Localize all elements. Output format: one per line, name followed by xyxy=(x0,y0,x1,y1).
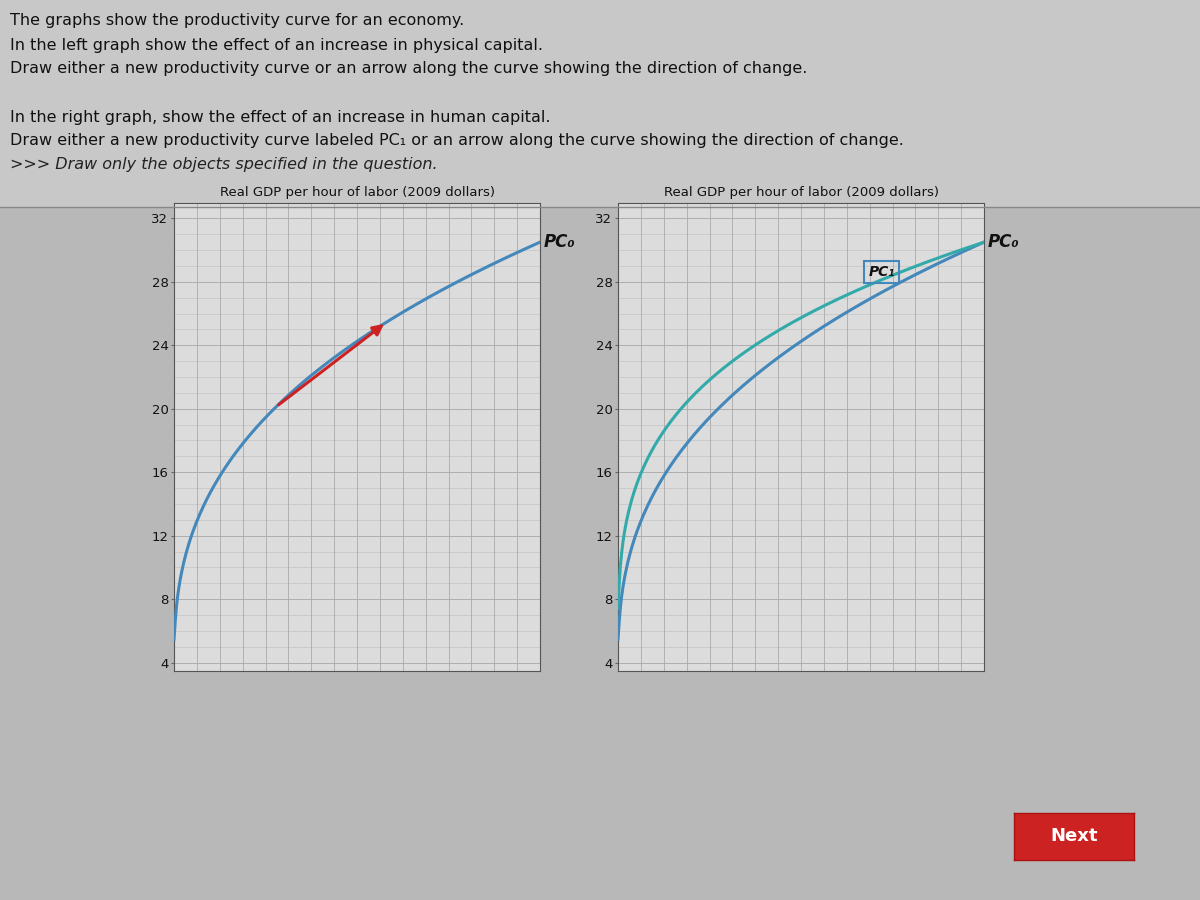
Title: Real GDP per hour of labor (2009 dollars): Real GDP per hour of labor (2009 dollars… xyxy=(664,185,938,199)
Text: PC₀: PC₀ xyxy=(988,233,1019,251)
Text: Draw either a new productivity curve or an arrow along the curve showing the dir: Draw either a new productivity curve or … xyxy=(10,61,806,76)
Text: Next: Next xyxy=(1050,827,1098,845)
Text: PC₁: PC₁ xyxy=(869,265,895,279)
Text: The graphs show the productivity curve for an economy.: The graphs show the productivity curve f… xyxy=(10,14,464,29)
Title: Real GDP per hour of labor (2009 dollars): Real GDP per hour of labor (2009 dollars… xyxy=(220,185,494,199)
Text: In the left graph show the effect of an increase in physical capital.: In the left graph show the effect of an … xyxy=(10,38,542,53)
Text: Draw either a new productivity curve labeled PC₁ or an arrow along the curve sho: Draw either a new productivity curve lab… xyxy=(10,133,904,148)
Text: >>> Draw only the objects specified in the question.: >>> Draw only the objects specified in t… xyxy=(10,157,437,172)
Text: PC₀: PC₀ xyxy=(544,233,575,251)
Text: In the right graph, show the effect of an increase in human capital.: In the right graph, show the effect of a… xyxy=(10,110,550,125)
